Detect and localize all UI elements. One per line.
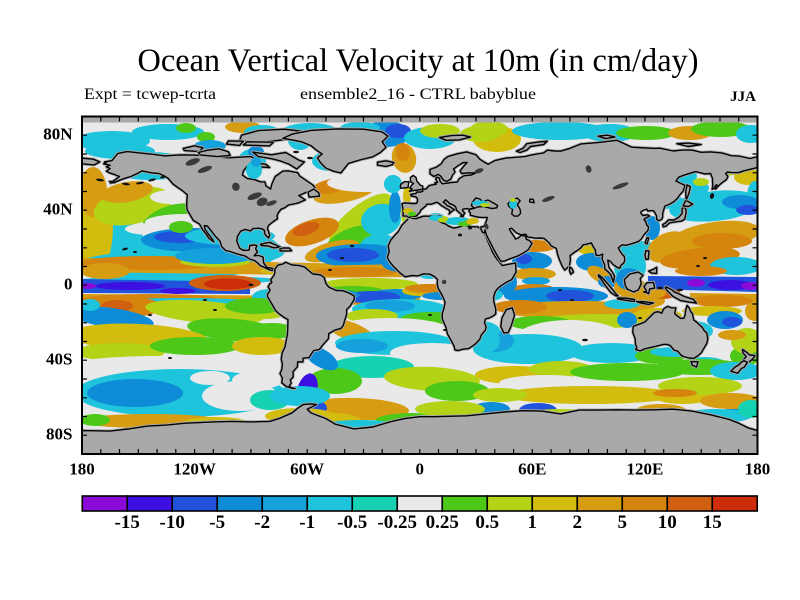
- svg-text:Ocean Vertical Velocity at 10m: Ocean Vertical Velocity at 10m (in cm/da…: [138, 43, 699, 79]
- svg-text:1: 1: [527, 512, 537, 533]
- svg-text:0.5: 0.5: [475, 512, 499, 533]
- svg-text:120E: 120E: [626, 460, 663, 479]
- svg-text:-0.5: -0.5: [337, 512, 367, 533]
- svg-text:80S: 80S: [46, 425, 72, 444]
- svg-text:0.25: 0.25: [426, 512, 459, 533]
- svg-text:2: 2: [572, 512, 582, 533]
- svg-text:180: 180: [745, 460, 771, 479]
- svg-text:-5: -5: [209, 512, 225, 533]
- svg-text:180: 180: [69, 460, 95, 479]
- svg-text:Expt = tcwep-tcrta: Expt = tcwep-tcrta: [84, 86, 216, 103]
- svg-text:-10: -10: [160, 512, 185, 533]
- svg-text:60W: 60W: [290, 460, 324, 479]
- svg-text:0: 0: [416, 460, 425, 479]
- svg-text:15: 15: [703, 512, 722, 533]
- svg-text:0: 0: [64, 275, 73, 294]
- svg-text:ensemble2_16 - CTRL babyblue: ensemble2_16 - CTRL babyblue: [300, 86, 536, 103]
- svg-text:5: 5: [617, 512, 627, 533]
- svg-text:40S: 40S: [46, 350, 72, 369]
- svg-text:-15: -15: [115, 512, 140, 533]
- svg-text:-2: -2: [254, 512, 270, 533]
- svg-text:-1: -1: [299, 512, 315, 533]
- svg-text:120W: 120W: [173, 460, 216, 479]
- svg-text:80N: 80N: [43, 125, 73, 144]
- svg-text:10: 10: [658, 512, 677, 533]
- svg-text:60E: 60E: [518, 460, 546, 479]
- svg-text:40N: 40N: [43, 200, 73, 219]
- svg-text:-0.25: -0.25: [377, 512, 417, 533]
- svg-text:JJA: JJA: [730, 89, 756, 105]
